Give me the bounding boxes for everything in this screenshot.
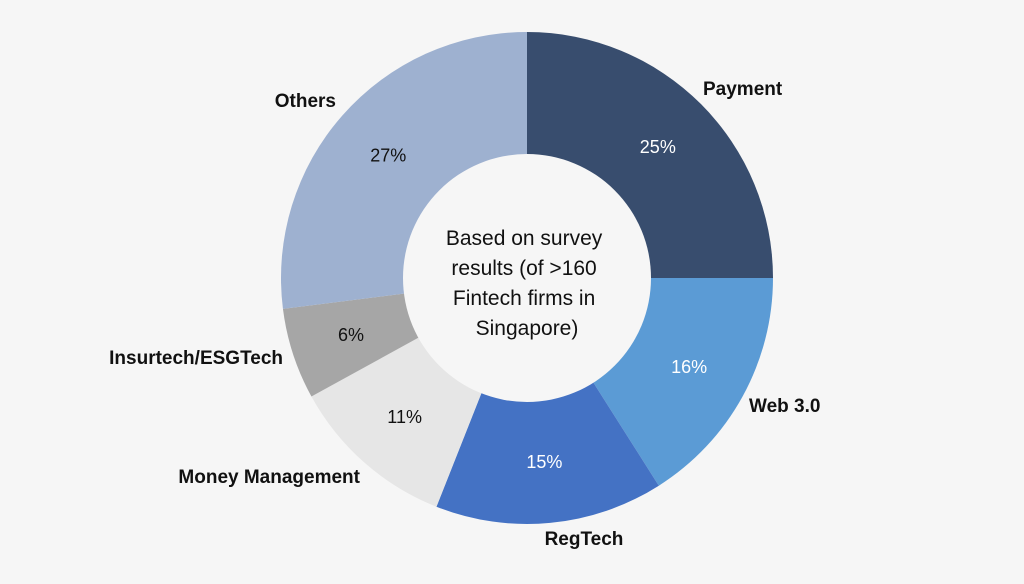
category-label-others: Others <box>275 91 336 112</box>
center-note-line-4: Singapore) <box>476 317 579 340</box>
category-label-payment: Payment <box>703 79 783 100</box>
value-label-payment: 25% <box>640 137 676 157</box>
value-label-regtech: 15% <box>526 452 562 472</box>
value-label-insurtech-esgtech: 6% <box>338 325 364 345</box>
labels-group: 25% Payment 16% Web 3.0 15% RegTech 11% Money M… <box>109 79 820 550</box>
value-label-money-management: 11% <box>387 407 422 427</box>
value-label-web-3-0: 16% <box>671 357 707 377</box>
category-label-web-3-0: Web 3.0 <box>749 396 820 417</box>
category-label-money-management: Money Management <box>178 467 360 488</box>
donut-hole <box>403 154 651 402</box>
slice-regtech <box>436 278 659 525</box>
center-note-line-1: Based on survey <box>446 227 603 250</box>
value-label-others: 27% <box>370 146 406 166</box>
center-note-line-2: results (of >160 <box>451 257 596 280</box>
center-note-line-3: Fintech firms in <box>453 287 595 310</box>
category-label-regtech: RegTech <box>545 529 624 550</box>
center-note: Based on survey results (of >160 Fintech… <box>446 227 608 340</box>
category-label-insurtech-esgtech: Insurtech/ESGTech <box>109 348 283 369</box>
